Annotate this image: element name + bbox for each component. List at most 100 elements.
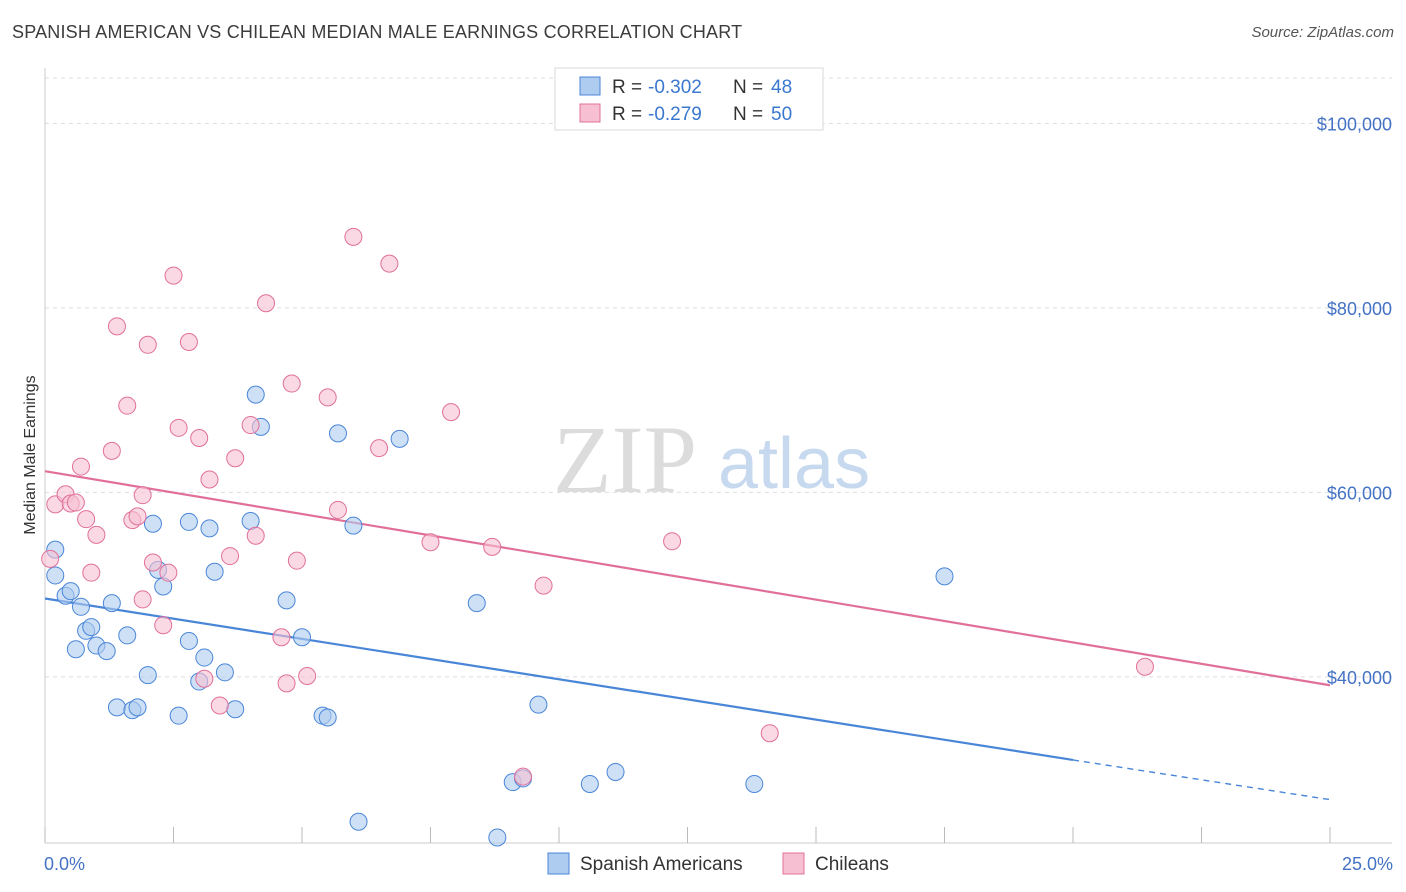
- data-point: [190, 428, 209, 447]
- stats-legend-row-1: R = -0.302 N = 48: [579, 76, 792, 98]
- data-point: [349, 812, 368, 831]
- data-point: [488, 828, 507, 847]
- data-point: [118, 626, 137, 645]
- data-point: [164, 266, 183, 285]
- x-tick-label-min: 0.0%: [44, 854, 85, 874]
- watermark-atlas: atlas: [718, 424, 870, 504]
- data-point: [128, 698, 147, 717]
- trend-line-chileans: [44, 470, 1331, 687]
- data-point: [221, 547, 240, 566]
- data-point: [442, 403, 461, 422]
- stats-legend: R = -0.302 N = 48 R = -0.279 N = 50: [554, 67, 824, 131]
- data-point: [107, 317, 126, 336]
- data-point: [529, 695, 548, 714]
- legend-swatch-chileans: [782, 852, 805, 875]
- data-point: [200, 519, 219, 538]
- r-value: -0.302: [648, 77, 702, 98]
- series-legend: Spanish Americans Chileans: [547, 852, 889, 875]
- data-point: [483, 537, 502, 556]
- data-point: [277, 591, 296, 610]
- gridlines: [45, 77, 1392, 678]
- spanish-americans-swatch: [579, 76, 601, 96]
- legend-swatch-spanish-americans: [547, 852, 570, 875]
- data-point: [200, 470, 219, 489]
- data-point: [606, 762, 625, 781]
- data-point: [133, 486, 152, 505]
- trend-line-extension: [1072, 759, 1331, 801]
- stats-legend-row-2: R = -0.279 N = 50: [579, 103, 792, 125]
- data-point: [71, 597, 90, 616]
- data-point: [138, 666, 157, 685]
- y-axis-label: Median Male Earnings: [22, 375, 39, 534]
- data-points: [41, 227, 1154, 847]
- data-point: [215, 663, 234, 682]
- data-point: [77, 510, 96, 529]
- data-point: [102, 441, 121, 460]
- data-point: [179, 512, 198, 531]
- data-point: [328, 424, 347, 443]
- axes: [44, 68, 1392, 844]
- y-tick-label: $40,000: [1327, 668, 1392, 688]
- r-label: R =: [612, 77, 642, 98]
- data-point: [257, 294, 276, 313]
- data-point: [467, 594, 486, 613]
- watermark-zip: ZIP: [553, 406, 697, 513]
- source-credit: Source: ZipAtlas.com: [1251, 24, 1394, 41]
- y-tick-label: $80,000: [1327, 299, 1392, 319]
- chart-title: SPANISH AMERICAN VS CHILEAN MEDIAN MALE …: [12, 22, 743, 42]
- y-tick-labels: $40,000 $60,000 $80,000 $100,000: [1317, 114, 1392, 688]
- data-point: [514, 767, 533, 786]
- data-point: [41, 549, 60, 568]
- data-point: [241, 416, 260, 435]
- data-point: [205, 562, 224, 581]
- series-chileans: [41, 227, 1154, 786]
- data-point: [61, 582, 80, 601]
- data-point: [663, 532, 682, 551]
- data-point: [318, 388, 337, 407]
- data-point: [210, 696, 229, 715]
- n-value: 48: [771, 77, 792, 98]
- data-point: [282, 374, 301, 393]
- trend-line-spanish-americans: [44, 597, 1074, 762]
- data-point: [246, 385, 265, 404]
- y-tick-label: $60,000: [1327, 483, 1392, 503]
- data-point: [66, 493, 85, 512]
- data-point: [246, 526, 265, 545]
- data-point: [298, 667, 317, 686]
- n-label: N =: [733, 77, 763, 98]
- data-point: [390, 429, 409, 448]
- data-point: [143, 514, 162, 533]
- data-point: [293, 628, 311, 647]
- r-value: -0.279: [648, 104, 702, 125]
- data-point: [97, 642, 116, 661]
- data-point: [159, 563, 178, 582]
- data-point: [128, 507, 147, 526]
- data-point: [380, 254, 399, 273]
- data-point: [287, 551, 306, 570]
- chileans-swatch: [579, 103, 601, 123]
- x-tick-labels: 0.0% 25.0%: [44, 854, 1393, 874]
- data-point: [1135, 657, 1154, 676]
- data-point: [87, 525, 106, 544]
- n-label: N =: [733, 104, 763, 125]
- data-point: [169, 706, 188, 725]
- data-point: [102, 594, 121, 613]
- data-point: [745, 774, 764, 793]
- legend-label-chileans: Chileans: [815, 854, 889, 875]
- data-point: [760, 724, 779, 743]
- data-point: [328, 500, 347, 519]
- data-point: [138, 335, 157, 354]
- data-point: [195, 669, 214, 688]
- data-point: [935, 567, 954, 586]
- data-point: [534, 576, 553, 595]
- data-point: [82, 563, 101, 582]
- data-point: [154, 616, 173, 635]
- data-point: [66, 640, 85, 659]
- data-point: [277, 674, 296, 693]
- y-tick-label: $100,000: [1317, 114, 1392, 134]
- data-point: [82, 618, 101, 637]
- x-tick-label-max: 25.0%: [1342, 854, 1393, 874]
- data-point: [344, 516, 363, 535]
- data-point: [344, 227, 363, 246]
